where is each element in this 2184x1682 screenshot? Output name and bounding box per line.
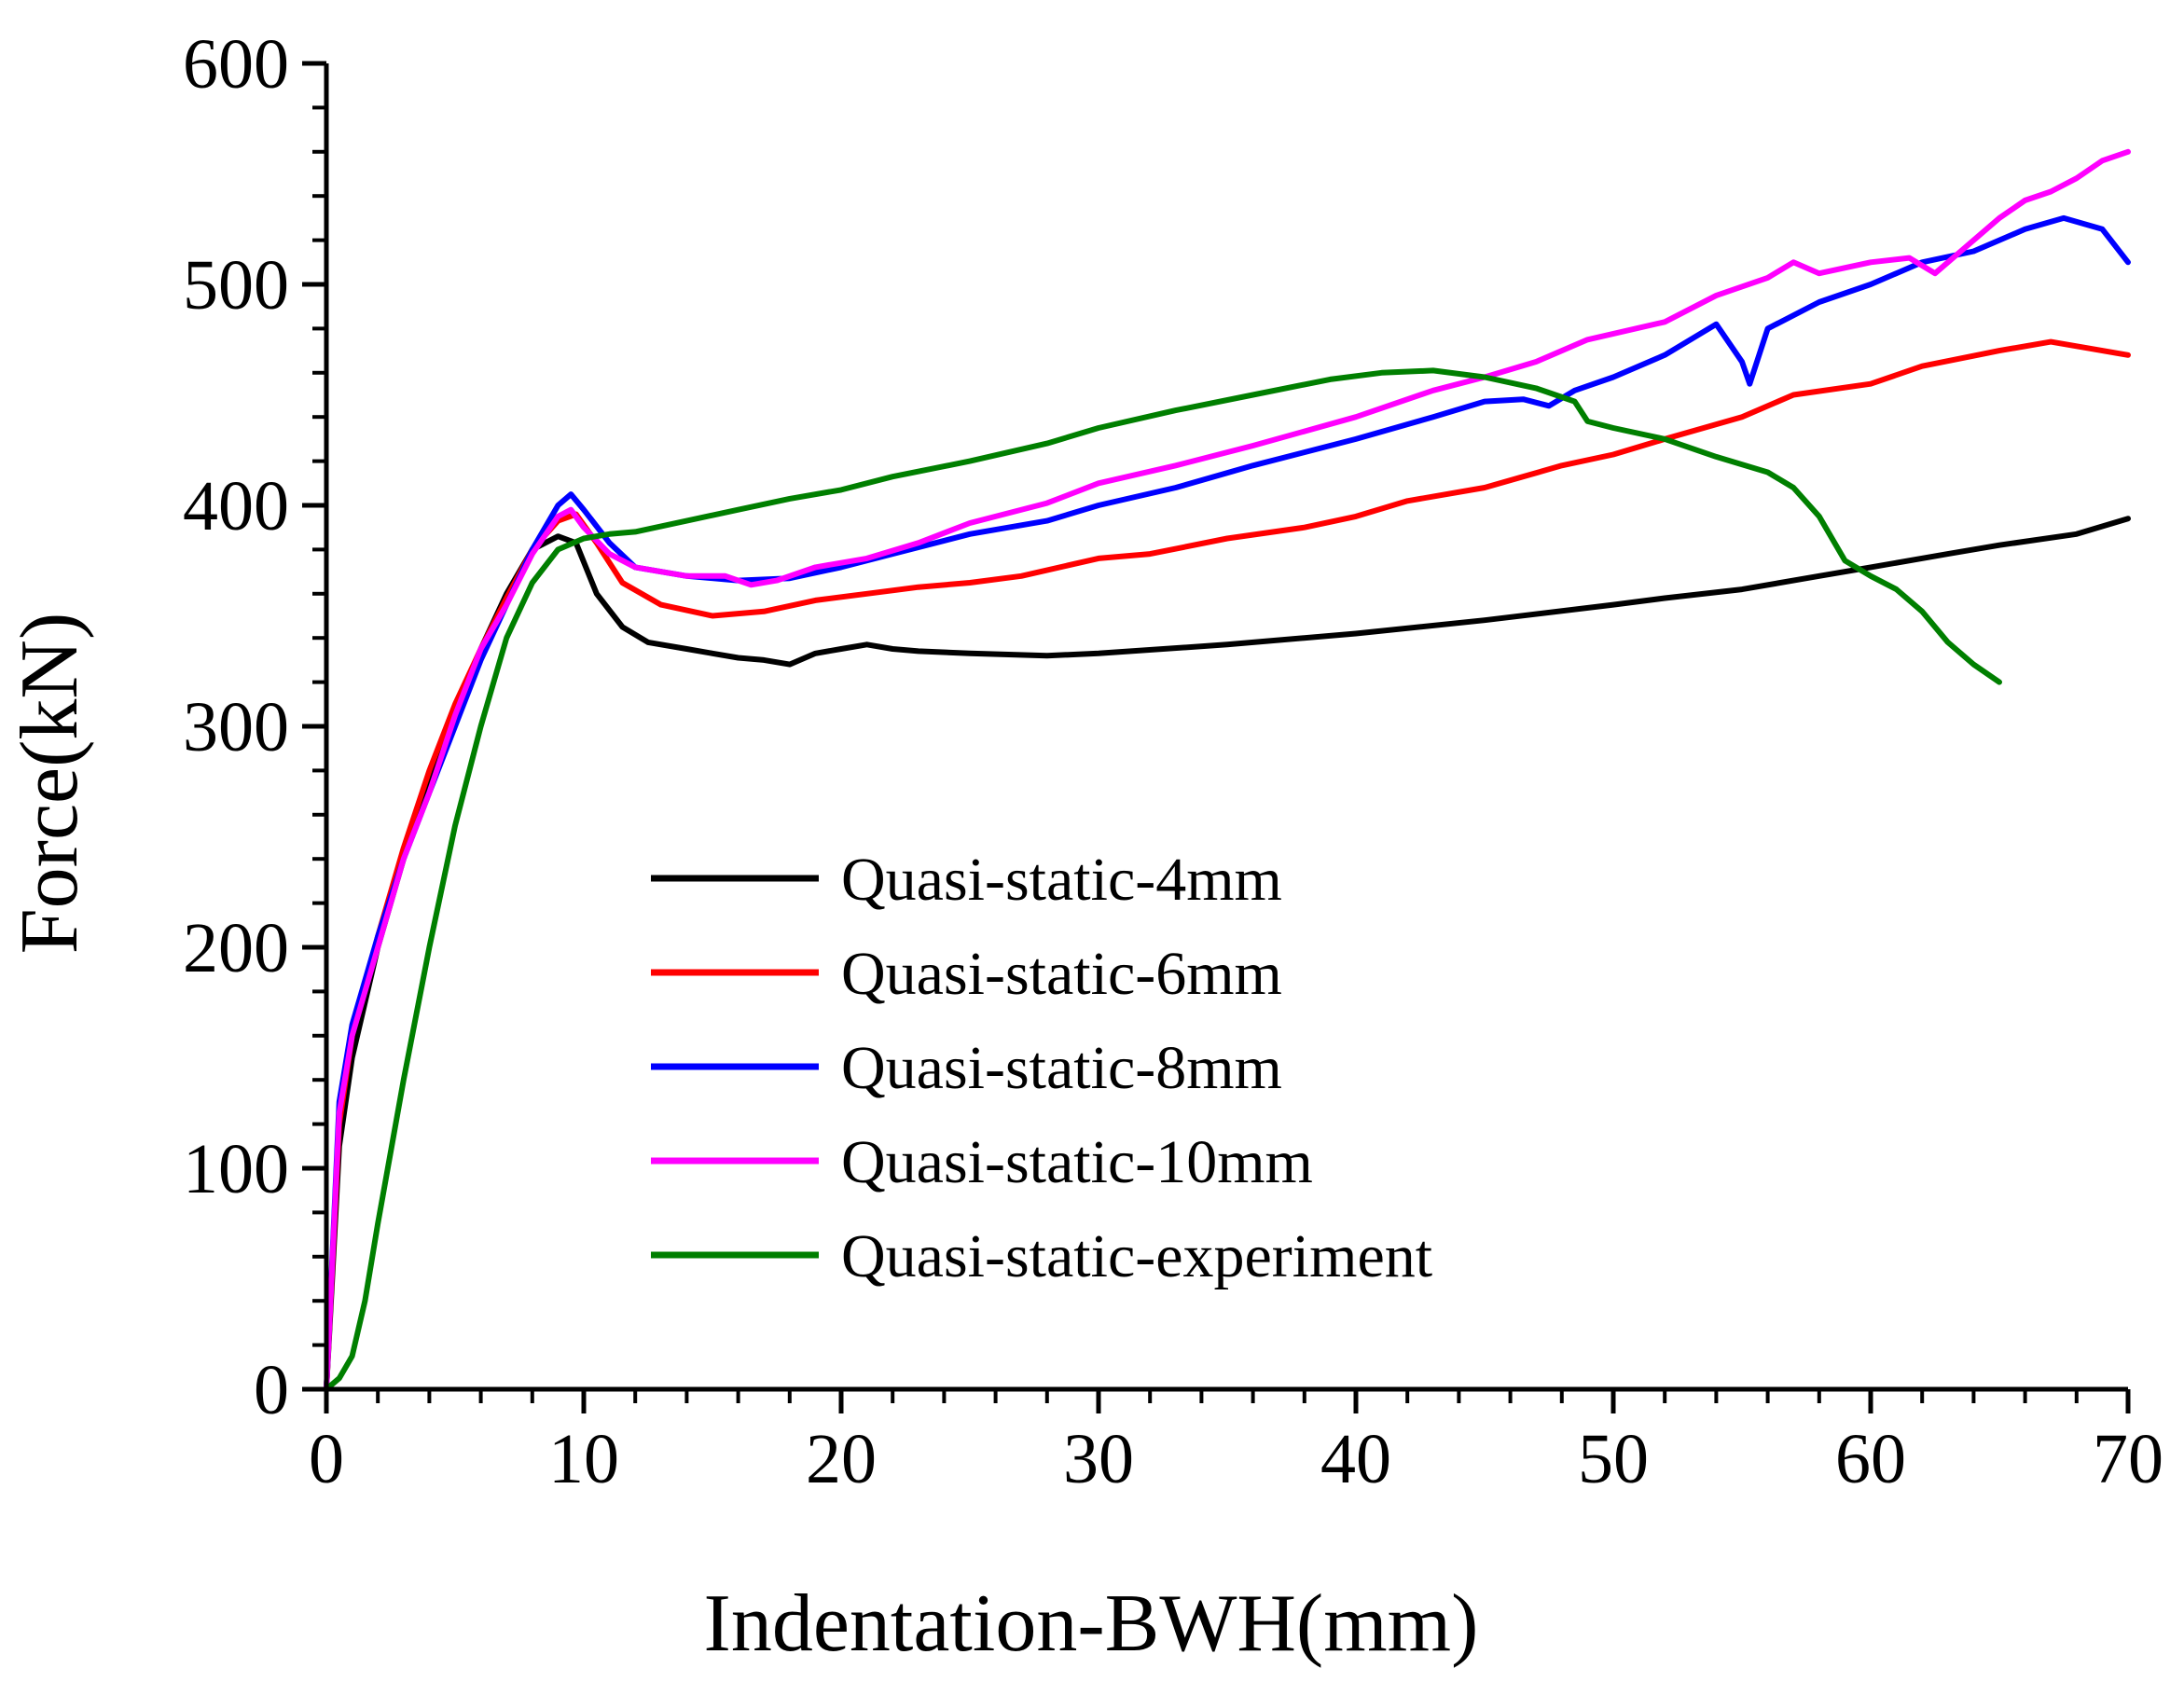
y-axis-title: Force(kN) — [5, 613, 95, 955]
y-tick-label: 400 — [183, 467, 289, 545]
y-tick-label: 0 — [254, 1351, 289, 1429]
axes: 0 10 20 30 40 50 60 70 0 100 200 300 400 500 600 — [183, 25, 2163, 1498]
x-tick-label: 30 — [1063, 1420, 1134, 1498]
x-tick-label: 60 — [1835, 1420, 1906, 1498]
x-tick-label: 50 — [1578, 1420, 1649, 1498]
y-tick-label: 300 — [183, 688, 289, 766]
y-tick-label: 600 — [183, 25, 289, 103]
series-line-2 — [324, 214, 2131, 1392]
y-tick-label: 100 — [183, 1130, 289, 1208]
x-tick-label: 10 — [548, 1420, 619, 1498]
legend-label-0: Quasi-static-4mm — [841, 846, 1282, 914]
series-line-4 — [324, 367, 2002, 1392]
y-tick-label: 500 — [183, 246, 289, 324]
x-tick-label: 0 — [309, 1420, 344, 1498]
x-tick-label: 70 — [2093, 1420, 2163, 1498]
y-ticks: 0 100 200 300 400 500 600 — [183, 25, 326, 1429]
legend-label-2: Quasi-static-8mm — [841, 1034, 1282, 1102]
series-line-3 — [324, 148, 2131, 1392]
plot-series — [324, 148, 2131, 1392]
legend-label-3: Quasi-static-10mm — [841, 1128, 1313, 1196]
x-axis-title: Indentation-BWH(mm) — [704, 1579, 1479, 1669]
legend-label-4: Quasi-static-experiment — [841, 1222, 1432, 1290]
x-tick-label: 20 — [806, 1420, 877, 1498]
legend: Quasi-static-4mm Quasi-static-6mm Quasi-st… — [651, 846, 1432, 1290]
x-ticks: 0 10 20 30 40 50 60 70 — [309, 1389, 2163, 1498]
legend-label-1: Quasi-static-6mm — [841, 940, 1282, 1008]
x-tick-label: 40 — [1320, 1420, 1391, 1498]
y-tick-label: 200 — [183, 909, 289, 987]
